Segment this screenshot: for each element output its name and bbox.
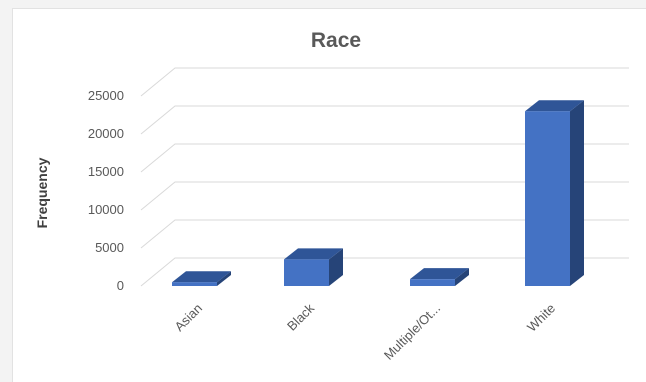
- bar-side: [329, 248, 343, 286]
- gridlines: [140, 67, 629, 287]
- bar-side: [217, 271, 231, 286]
- x-tick-label: Black: [284, 300, 317, 333]
- x-tick-label: Asian: [172, 301, 206, 335]
- bar-top: [525, 100, 584, 112]
- bar-side: [570, 100, 584, 286]
- bar: [410, 268, 469, 286]
- x-axis-ticks: Asian Black Multiple/Ot... White: [172, 300, 559, 363]
- gridline: [140, 181, 629, 211]
- y-tick-label: 10000: [88, 202, 124, 217]
- chart-title: Race: [311, 29, 361, 52]
- bar-side: [455, 268, 469, 286]
- gridline: [140, 105, 629, 135]
- y-axis-ticks: 0 5000 10000 15000 20000 25000: [88, 88, 124, 293]
- gridline: [140, 257, 629, 287]
- gridline: [140, 219, 629, 249]
- bar-front: [525, 111, 570, 286]
- bar: [172, 271, 231, 286]
- x-tick-label: White: [524, 301, 558, 335]
- bar-top: [410, 268, 469, 280]
- gridline: [140, 67, 629, 97]
- bars: [172, 100, 584, 286]
- y-tick-label: 5000: [95, 240, 124, 255]
- bar-front: [410, 279, 455, 286]
- y-tick-label: 15000: [88, 164, 124, 179]
- chart-frame: Race Frequency 0 5000 10000 15000 20000 25000…: [12, 8, 646, 382]
- bar-top: [172, 271, 231, 283]
- x-tick-label: Multiple/Ot...: [381, 301, 443, 363]
- y-axis-title: Frequency: [34, 157, 50, 228]
- y-tick-label: 25000: [88, 88, 124, 103]
- bar-top: [284, 248, 343, 260]
- bar-front: [172, 282, 217, 286]
- bar-chart: Race Frequency 0 5000 10000 15000 20000 25000…: [34, 29, 629, 363]
- gridline: [140, 143, 629, 173]
- y-tick-label: 0: [117, 278, 124, 293]
- y-tick-label: 20000: [88, 126, 124, 141]
- bar: [525, 100, 584, 286]
- bar-front: [284, 259, 329, 286]
- bar: [284, 248, 343, 286]
